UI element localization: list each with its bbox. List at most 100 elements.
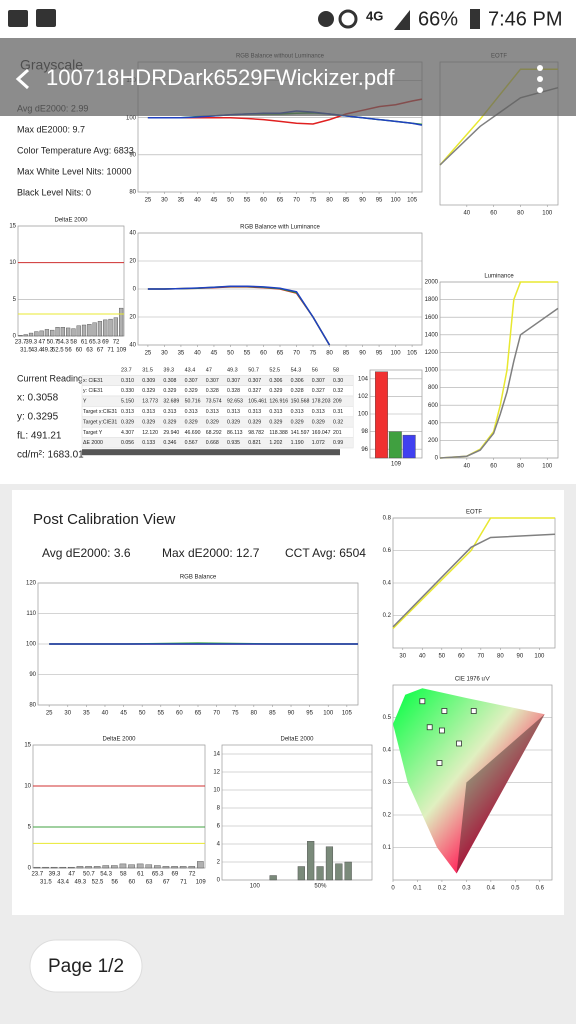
table-cell: 0.329 [269,419,282,425]
table-cell: 0.32 [333,419,343,425]
y-tick-label: 90 [29,672,36,678]
back-button[interactable] [15,68,30,90]
table-row [81,437,354,449]
measured-point [436,760,443,766]
bar [34,331,39,337]
y-tick-label: 120 [26,581,37,587]
table-cell: 0.327 [312,388,325,394]
table-cell: 92.653 [227,399,243,405]
x-tick-label: 0 [391,886,395,892]
table-cell: 0.329 [269,388,282,394]
y-tick-label: 40 [129,231,136,237]
table-cell: 46.690 [185,430,201,436]
x-tick-label: 25 [145,351,152,357]
table-cell: 0.307 [206,378,219,384]
y-tick-label: 5 [28,825,32,831]
x-tick-label: 54.3 [100,872,112,878]
y-tick-label: 10 [9,260,16,266]
bar [402,434,416,459]
y-tick-label: 40 [129,343,136,349]
bar [119,307,124,337]
x-tick-label: 40 [419,654,426,660]
x-tick-label: 69 [172,872,179,878]
x-tick-label: 50 [227,351,234,357]
x-tick-label: 105 [407,198,418,204]
bar [93,866,101,869]
table-cell: 0.313 [291,409,304,415]
table-cell: 0.308 [163,378,176,384]
table-cell: 0.821 [248,440,261,446]
table-cell: 0.329 [185,388,198,394]
table-cell: 68.292 [206,430,222,436]
x-tick-label: 40 [463,211,470,217]
measured-point [419,698,426,705]
x-tick-label: 0.2 [438,886,447,892]
bar [50,329,55,337]
x-tick-label: 65 [277,351,284,357]
table-cell: 0.99 [333,440,343,446]
x-tick-label: 0.1 [413,886,422,892]
x-tick-label: 70 [477,654,484,660]
x-tick-label: 55 [244,351,251,357]
table-cell: 0.329 [185,419,198,425]
table-cell: 0.329 [142,419,155,425]
table-cell: 0.056 [121,440,134,446]
y-tick-label: 0.4 [383,748,392,754]
y-tick-label: 104 [358,376,369,382]
bar [87,324,92,337]
stat: Max dE2000: 12.7 [162,546,260,560]
x-tick-label: 65 [277,198,284,204]
x-tick-label: 58 [120,872,127,878]
chart-title: CIE 1976 u'v' [455,677,490,683]
section-title: Post Calibration View [33,511,175,528]
series-line [392,517,555,630]
x-tick-label: 50 [227,198,234,204]
x-tick-label: 100 [391,198,402,204]
x-tick-label: 31.5 [20,348,32,354]
table-cell: 0.330 [121,388,134,394]
bar [179,866,187,869]
x-tick-label: 90 [359,351,366,357]
measured-point [441,708,448,714]
y-tick-label: 2000 [425,280,439,286]
menu-button[interactable] [537,65,543,93]
x-tick-label: 85 [269,711,276,717]
x-tick-label: 60 [76,348,83,354]
y-tick-label: 100 [26,642,37,648]
battery-icon [470,9,480,29]
x-tick-label: 55 [157,711,164,717]
x-tick-label: 60 [490,464,497,470]
stat: Black Level Nits: 0 [17,187,91,197]
x-tick-label: 85 [343,351,350,357]
table-cell: 0.329 [121,419,134,425]
x-tick-label: 69 [102,340,109,346]
x-tick-label: 30 [64,711,71,717]
table-cell: 0.307 [227,378,240,384]
y-tick-label: 2 [217,860,221,866]
table-header: 58 [333,367,339,373]
y-tick-label: 600 [428,403,439,409]
x-tick-label: 85 [343,198,350,204]
x-tick-label: 55 [244,198,251,204]
y-tick-label: 0.3 [383,780,392,786]
y-tick-label: 1000 [425,368,439,374]
bar [60,327,65,337]
y-tick-label: 90 [129,152,136,158]
table-cell: 0.313 [269,409,282,415]
reading: Current Reading [17,373,83,383]
table-header: 39.3 [163,367,174,373]
bar [154,865,161,869]
y-tick-label: 15 [9,224,16,230]
page-indicator-text: Page 1/2 [48,956,124,977]
x-tick-label: 49.3 [74,880,86,886]
x-tick-label: 67 [97,348,104,354]
table-cell: ΔE 2000 [83,440,103,446]
bar [269,875,277,881]
x-tick-label: 100 [542,464,553,470]
x-tick-label: 23.7 [15,340,27,346]
table-header: 54.3 [291,367,302,373]
signal-icon [394,10,410,30]
table-cell: 209 [333,399,342,405]
x-tick-label: 65.3 [89,340,101,346]
